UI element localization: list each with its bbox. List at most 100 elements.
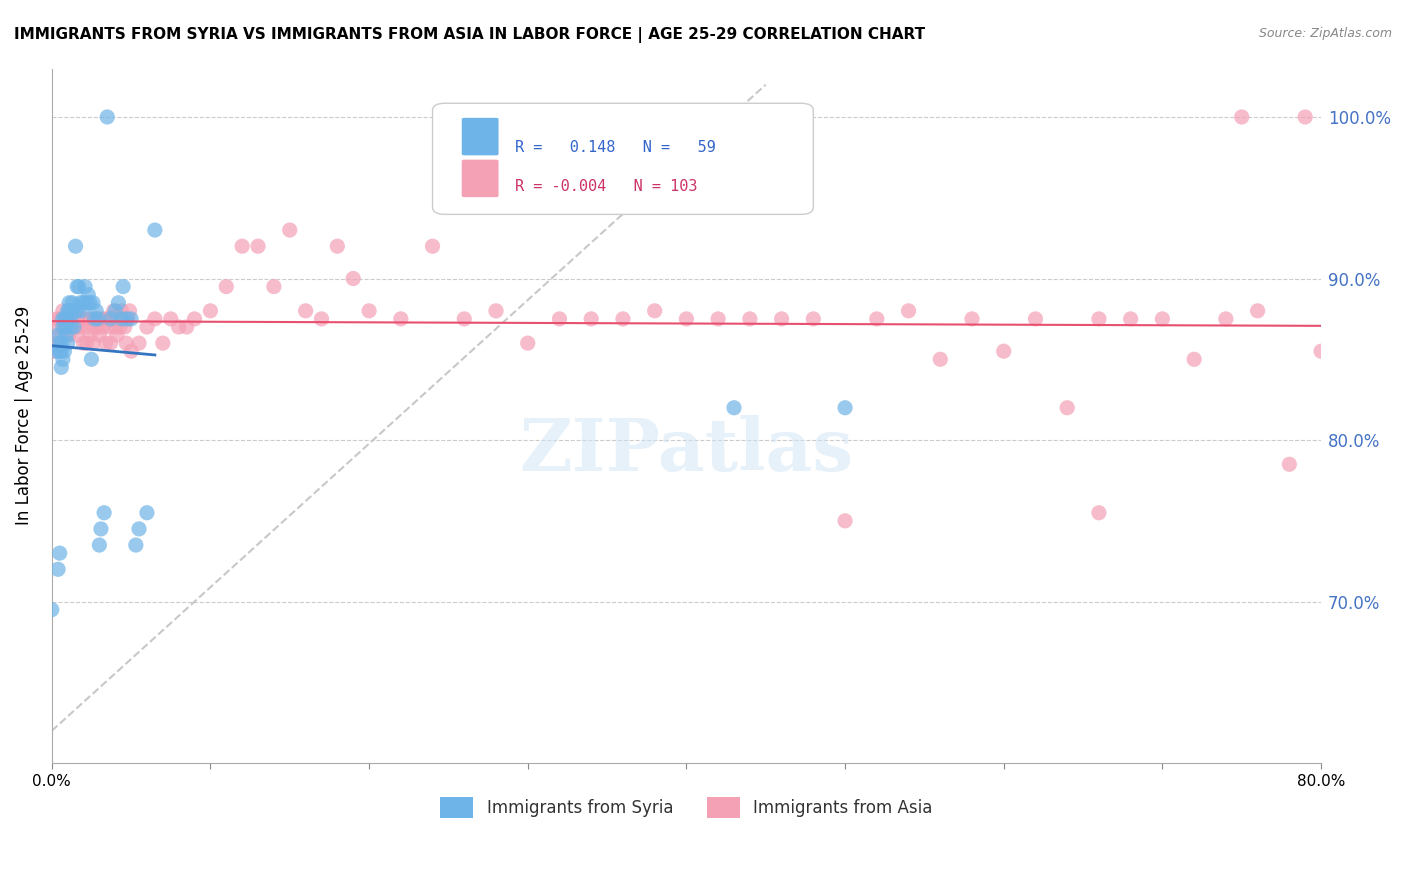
Point (83, 320, 105, 334)
Point (294, 303, 316, 318)
Point (55, 320, 77, 334)
Point (72, 336, 94, 351)
Point (770, 312, 793, 326)
Point (55, 328, 77, 343)
Point (53, 312, 76, 326)
Point (48, 312, 70, 326)
Point (82, 295, 104, 310)
Point (247, 239, 270, 253)
Point (1056, 401, 1078, 415)
Point (834, 514, 856, 528)
Point (1024, 312, 1046, 326)
Point (79, 295, 101, 310)
Point (579, 312, 602, 326)
Legend: Immigrants from Syria, Immigrants from Asia: Immigrants from Syria, Immigrants from A… (433, 790, 939, 824)
Point (1088, 312, 1111, 326)
Point (993, 344, 1015, 359)
Point (70, 312, 93, 326)
Point (58, 295, 80, 310)
Point (46, 328, 69, 343)
Point (929, 352, 952, 367)
Point (59, 312, 82, 326)
Point (70, 303, 93, 318)
Point (67, 312, 90, 326)
Point (80, 312, 103, 326)
Point (707, 312, 730, 326)
Point (51, 328, 73, 343)
Point (167, 320, 190, 334)
Point (644, 303, 666, 318)
Point (48, 336, 70, 351)
Y-axis label: In Labor Force | Age 25-29: In Labor Force | Age 25-29 (15, 306, 32, 525)
Point (159, 312, 181, 326)
Point (143, 223, 166, 237)
Point (120, 344, 142, 359)
Point (77, 287, 100, 301)
Point (422, 239, 444, 253)
Point (104, 303, 127, 318)
Point (67, 279, 90, 293)
Point (128, 336, 150, 351)
Point (136, 320, 159, 334)
Point (65, 239, 87, 253)
Point (69, 295, 91, 310)
Point (143, 312, 166, 326)
Point (866, 312, 889, 326)
Point (183, 312, 205, 326)
Point (66, 279, 89, 293)
Point (110, 303, 132, 318)
Point (89, 538, 111, 552)
Point (115, 336, 138, 351)
Point (107, 295, 129, 310)
Point (960, 312, 983, 326)
Point (55, 320, 77, 334)
Point (76, 295, 98, 310)
Point (87, 312, 110, 326)
Point (1215, 312, 1237, 326)
Point (675, 312, 697, 326)
Point (87, 320, 110, 334)
Point (75, 279, 97, 293)
Point (51, 336, 73, 351)
Point (90, 312, 112, 326)
Point (110, 312, 132, 326)
Point (52, 303, 75, 318)
Point (107, 312, 129, 326)
Point (612, 312, 634, 326)
Point (76, 336, 98, 351)
Point (263, 279, 285, 293)
Text: IMMIGRANTS FROM SYRIA VS IMMIGRANTS FROM ASIA IN LABOR FORCE | AGE 25-29 CORRELA: IMMIGRANTS FROM SYRIA VS IMMIGRANTS FROM… (14, 27, 925, 43)
Point (56, 312, 79, 326)
Point (1278, 457, 1301, 471)
Point (45, 344, 67, 359)
Point (66, 303, 89, 318)
Point (53, 312, 76, 326)
Point (100, 336, 122, 351)
Point (120, 312, 142, 326)
Point (75, 312, 97, 326)
Point (89, 328, 111, 343)
Point (63, 312, 86, 326)
Point (311, 312, 333, 326)
Point (53, 344, 76, 359)
Point (59, 312, 82, 326)
Point (41, 336, 63, 351)
Point (118, 303, 141, 318)
Point (117, 312, 139, 326)
Point (128, 522, 150, 536)
Point (326, 239, 349, 253)
Text: R =   0.148   N =   59: R = 0.148 N = 59 (515, 140, 716, 154)
Point (63, 320, 86, 334)
Point (59, 320, 82, 334)
Point (91, 320, 114, 334)
Point (42, 344, 65, 359)
Text: ZIPatlas: ZIPatlas (519, 415, 853, 486)
Point (108, 320, 131, 334)
Point (115, 312, 138, 326)
Point (69, 320, 91, 334)
Point (136, 506, 159, 520)
Point (60, 303, 83, 318)
Point (45, 312, 67, 326)
Point (100, 312, 122, 326)
Point (56, 303, 79, 318)
